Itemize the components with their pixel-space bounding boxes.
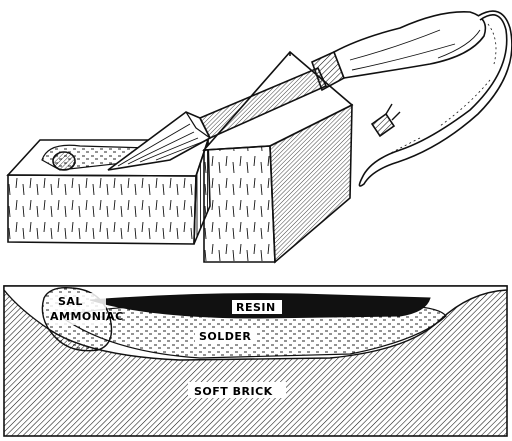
left-brick-front [7, 174, 197, 245]
label-soft-brick: SOFT BRICK [194, 385, 273, 398]
cord-plug-icon [370, 112, 396, 138]
soldering-iron-handle [333, 11, 487, 79]
label-sal: SAL [58, 295, 83, 308]
brick-cross-section: SAL AMMONIAC RESIN SOLDER SOFT BRICK [3, 285, 508, 437]
label-ammoniac: AMMONIAC [50, 310, 124, 323]
label-solder: SOLDER [199, 330, 251, 343]
label-resin: RESIN [236, 301, 276, 314]
upper-scene [6, 10, 512, 264]
electric-cord [358, 10, 512, 187]
right-brick-front [203, 145, 276, 263]
solder-lump [52, 151, 76, 171]
